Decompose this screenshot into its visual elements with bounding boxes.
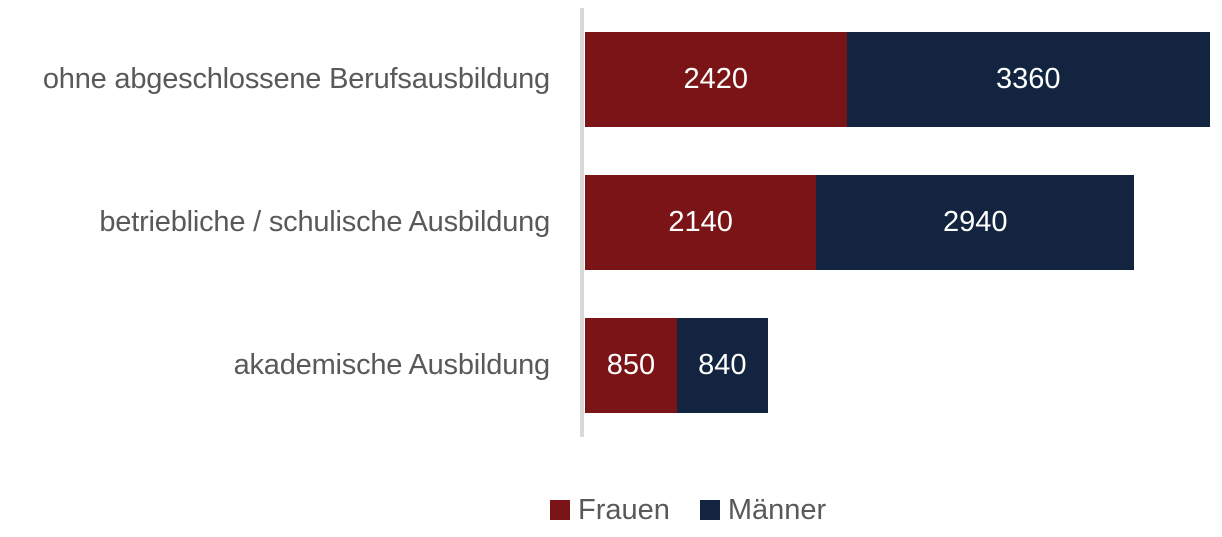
legend-item-frauen: Frauen — [550, 494, 670, 527]
data-label: 840 — [698, 349, 747, 381]
bar-segment-frauen: 850 — [585, 318, 677, 413]
y-axis-line — [580, 8, 584, 437]
category-label: betriebliche / schulische Ausbildung — [99, 206, 550, 238]
data-label: 2940 — [942, 206, 1008, 238]
category-label: akademische Ausbildung — [233, 349, 551, 381]
chart-legend: Frauen Männer — [550, 490, 856, 530]
data-label: 3360 — [995, 63, 1061, 95]
data-label: 2420 — [683, 63, 749, 95]
legend-swatch-icon — [550, 500, 570, 520]
bar-row: betriebliche / schulische Ausbildung 214… — [0, 175, 1222, 270]
data-label: 850 — [606, 349, 656, 381]
legend-label: Männer — [727, 493, 827, 526]
bar-segment-frauen: 2420 — [585, 32, 847, 127]
bar-row: akademische Ausbildung 850 840 — [0, 318, 1222, 413]
bar-segment-maenner: 3360 — [846, 32, 1210, 127]
bar-segment-frauen: 2140 — [585, 175, 817, 270]
legend-swatch-icon — [699, 500, 720, 520]
bar-segment-maenner: 2940 — [816, 175, 1135, 270]
bar-segment-maenner: 840 — [676, 318, 768, 413]
legend-item-maenner: Männer — [699, 493, 827, 527]
legend-label: Frauen — [578, 493, 670, 526]
bar-row: ohne abgeschlossene Berufsausbildung 242… — [0, 32, 1222, 127]
data-label: 2140 — [668, 206, 733, 238]
category-label: ohne abgeschlossene Berufsausbildung — [42, 63, 550, 95]
